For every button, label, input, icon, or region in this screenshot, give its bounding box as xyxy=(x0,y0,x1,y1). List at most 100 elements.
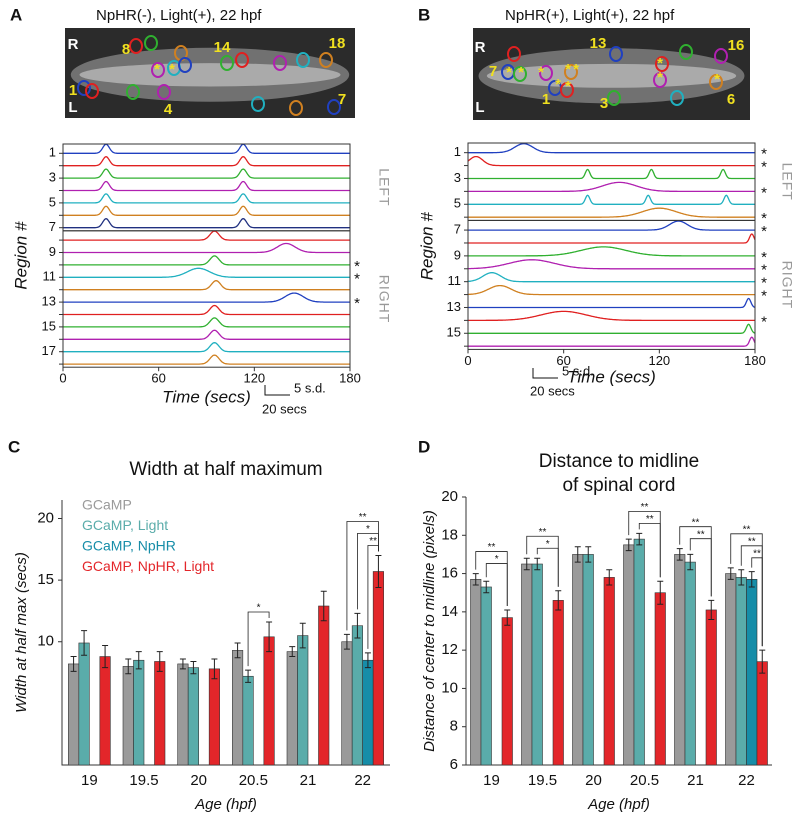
group-label: RIGHT xyxy=(779,261,795,310)
error-bar xyxy=(299,622,306,649)
calcium-trace xyxy=(468,259,755,270)
bar xyxy=(68,663,80,766)
row-label: 9 xyxy=(454,247,461,262)
spinal-cord-core xyxy=(79,63,341,87)
y-axis-label: Distance of center to midline (pixels) xyxy=(421,510,438,752)
region-outline xyxy=(714,48,728,64)
error-bar xyxy=(748,571,755,588)
error-bar xyxy=(190,660,197,675)
y-tick-label: 20 xyxy=(441,488,458,505)
bar xyxy=(286,651,298,766)
region-outline xyxy=(679,44,693,60)
image-label: 3 xyxy=(600,95,608,112)
region-outline xyxy=(655,56,669,72)
row-label: 1 xyxy=(49,145,56,160)
bar xyxy=(756,661,768,766)
error-bar xyxy=(687,553,694,571)
calcium-trace xyxy=(468,310,755,322)
significance-star: * xyxy=(354,258,360,275)
bar xyxy=(521,563,533,766)
image-label: 18 xyxy=(329,35,346,52)
significance-bracket xyxy=(628,510,661,578)
panel-letter: C xyxy=(8,437,20,456)
significance-star: * xyxy=(761,249,767,266)
calcium-trace xyxy=(63,242,350,254)
image-label: 7 xyxy=(489,63,497,80)
row-label: 13 xyxy=(447,299,461,314)
calcium-trace xyxy=(468,207,755,218)
image-label: * xyxy=(573,61,579,78)
calcium-trace xyxy=(468,336,756,347)
bar xyxy=(480,586,492,766)
row-label: 15 xyxy=(42,318,56,333)
error-bar xyxy=(738,569,745,586)
group-label: LEFT xyxy=(376,168,392,206)
image-label: * xyxy=(555,76,561,93)
group-label: LEFT xyxy=(779,163,795,201)
bar xyxy=(501,617,513,766)
significance-bracket xyxy=(247,611,270,667)
x-tick-label: 20 xyxy=(585,772,602,789)
bar xyxy=(263,636,275,766)
x-axis-label: Age (hpf) xyxy=(587,796,650,813)
region-outline xyxy=(327,99,341,115)
image-label: L xyxy=(475,99,484,116)
region-outline xyxy=(157,84,171,100)
calcium-trace xyxy=(63,280,350,291)
bar xyxy=(372,571,384,766)
image-label: R xyxy=(475,39,486,56)
image-label: 8 xyxy=(122,41,130,58)
region-outline xyxy=(144,35,158,51)
x-tick-label: 21 xyxy=(687,772,704,789)
x-tick-label: 180 xyxy=(744,353,766,368)
image-label: 14 xyxy=(214,39,231,56)
significance-bracket xyxy=(526,535,559,587)
error-bar xyxy=(676,548,683,561)
y-tick-label: 20 xyxy=(37,509,54,526)
significance-star: * xyxy=(761,184,767,201)
x-tick-label: 22 xyxy=(354,772,371,789)
row-label: 3 xyxy=(454,170,461,185)
region-outline xyxy=(220,55,234,71)
spinal-cord-core xyxy=(486,63,737,88)
chart-title: Distance to midline xyxy=(539,451,700,472)
region-outline xyxy=(560,82,574,98)
scale-bar xyxy=(264,385,290,396)
panel-letter: B xyxy=(418,5,430,24)
row-label: 5 xyxy=(49,194,56,209)
error-bar xyxy=(657,580,664,605)
bar xyxy=(705,609,717,766)
error-bar xyxy=(625,538,632,552)
calcium-trace xyxy=(468,297,756,309)
y-tick-label: 10 xyxy=(441,679,458,696)
y-tick-label: 12 xyxy=(441,641,458,658)
error-bar xyxy=(320,590,327,622)
row-label: 11 xyxy=(43,269,57,284)
x-axis-label: Time (secs) xyxy=(567,367,656,386)
bar xyxy=(133,659,145,766)
region-outline xyxy=(85,83,99,99)
region-outline xyxy=(709,74,723,90)
legend-entry: GCaMP, NpHR xyxy=(82,538,176,554)
legend-entry: GCaMP, Light xyxy=(82,517,168,533)
region-outline xyxy=(235,52,249,68)
significance-star: * xyxy=(761,210,767,227)
image-label: * xyxy=(538,64,544,81)
error-bar xyxy=(125,658,132,675)
legend-entry: GCaMP xyxy=(82,497,132,513)
x-tick-label: 60 xyxy=(556,353,570,368)
x-tick-label: 19.5 xyxy=(129,772,158,789)
significance-star: * xyxy=(354,270,360,287)
significance-label: ** xyxy=(369,536,377,547)
error-bar xyxy=(504,609,511,626)
bar xyxy=(531,563,543,766)
bar xyxy=(318,605,330,766)
image-title: NpHR(-), Light(+), 22 hpf xyxy=(96,7,262,24)
bar xyxy=(154,661,166,766)
region-outline xyxy=(273,55,287,71)
error-bar xyxy=(708,599,715,621)
bar xyxy=(362,659,374,766)
bar xyxy=(552,600,564,766)
error-bar xyxy=(70,656,77,672)
scale-bar xyxy=(532,368,558,379)
